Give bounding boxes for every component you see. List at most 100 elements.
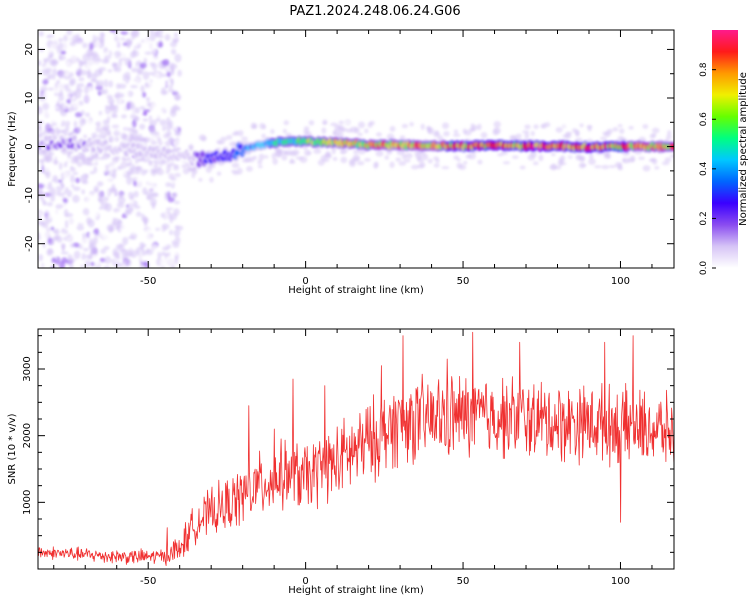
spectrogram-y-tick-label: 0	[24, 143, 35, 149]
noise-blob	[94, 209, 100, 217]
noise-blob	[85, 112, 91, 117]
noise-blob	[133, 215, 140, 222]
noise-blob	[94, 260, 98, 266]
noise-blob	[91, 109, 100, 118]
noise-blob	[69, 41, 77, 47]
noise-blob	[160, 199, 166, 209]
noise-blob	[65, 60, 71, 68]
noise-blob	[65, 124, 70, 132]
noise-blob	[120, 51, 125, 57]
noise-blob	[142, 234, 151, 242]
noise-blob	[104, 51, 111, 56]
noise-blob	[139, 106, 146, 110]
noise-blob	[118, 243, 123, 252]
spectrogram-panel: -50 0 50 100 -20 -10 0 10 20 Height of straight…	[7, 29, 675, 296]
noise-blob	[90, 102, 96, 110]
noise-blob	[50, 194, 56, 202]
snr-y-label: SNR (10 * v/v)	[7, 413, 18, 484]
noise-blob	[76, 73, 81, 78]
noise-blob	[84, 85, 89, 95]
noise-blob	[174, 236, 181, 245]
noise-blob	[48, 59, 56, 67]
noise-blob	[55, 204, 63, 210]
noise-blob	[100, 248, 107, 254]
noise-blob	[86, 227, 94, 231]
noise-blob	[427, 158, 433, 164]
noise-blob	[389, 125, 396, 132]
noise-blob	[160, 109, 165, 118]
noise-blob	[126, 171, 133, 176]
noise-blob	[61, 80, 66, 85]
noise-blob	[44, 181, 50, 188]
noise-blob	[155, 227, 160, 231]
noise-blob	[73, 264, 81, 268]
noise-blob	[664, 157, 672, 163]
noise-blob	[619, 137, 627, 142]
noise-blob	[389, 161, 395, 169]
noise-blob	[399, 135, 406, 140]
noise-blob	[43, 165, 52, 173]
noise-blob	[156, 187, 164, 192]
noise-blob	[79, 69, 88, 76]
noise-blob	[148, 71, 155, 76]
noise-blob	[60, 50, 66, 55]
noise-blob	[135, 61, 139, 68]
noise-blob	[163, 212, 170, 220]
noise-blob	[72, 242, 80, 248]
noise-blob	[104, 256, 112, 265]
noise-blob	[167, 256, 175, 266]
noise-blob	[169, 35, 178, 39]
noise-blob	[216, 171, 222, 176]
noise-blob	[105, 188, 109, 196]
noise-blob	[118, 83, 127, 89]
noise-blob	[452, 133, 461, 138]
noise-blob	[332, 156, 338, 162]
noise-blob	[241, 159, 250, 163]
noise-blob	[132, 180, 138, 187]
noise-blob	[433, 131, 441, 138]
noise-blob	[38, 199, 42, 204]
noise-blob	[122, 73, 126, 82]
noise-blob	[410, 164, 419, 170]
noise-blob	[128, 101, 135, 110]
noise-blob	[594, 165, 602, 169]
noise-blob	[650, 157, 656, 162]
noise-blob	[86, 162, 95, 166]
noise-blob	[82, 247, 89, 252]
noise-blob	[120, 114, 128, 119]
noise-blob	[148, 159, 154, 167]
noise-blob	[118, 58, 123, 67]
noise-blob	[69, 262, 74, 268]
noise-blob	[420, 123, 425, 130]
noise-blob	[45, 154, 52, 161]
noise-blob	[142, 99, 148, 107]
noise-blob	[153, 237, 161, 242]
noise-blob	[113, 93, 121, 98]
noise-blob	[38, 260, 41, 268]
noise-blob	[69, 205, 77, 212]
noise-blob	[78, 82, 85, 88]
noise-blob	[84, 164, 93, 170]
noise-blob	[395, 157, 402, 162]
noise-blob	[48, 52, 54, 59]
noise-blob	[97, 191, 104, 199]
noise-blob	[90, 73, 97, 82]
noise-blob	[157, 30, 164, 36]
noise-blob	[173, 208, 180, 216]
noise-blob	[364, 157, 371, 162]
noise-blob	[104, 106, 111, 115]
noise-blob	[47, 214, 55, 219]
noise-blob	[612, 127, 619, 132]
noise-blob	[157, 34, 164, 39]
noise-blob	[38, 126, 43, 133]
spectrogram-y-label: Frequency (Hz)	[7, 111, 18, 187]
noise-blob	[56, 79, 61, 85]
noise-blob	[62, 40, 70, 50]
noise-blob	[64, 71, 70, 77]
noise-blob	[47, 73, 54, 79]
noise-blob	[80, 238, 86, 248]
noise-blob	[259, 122, 266, 130]
noise-blob	[651, 127, 660, 134]
noise-blob	[156, 176, 165, 184]
noise-blob	[110, 243, 117, 250]
